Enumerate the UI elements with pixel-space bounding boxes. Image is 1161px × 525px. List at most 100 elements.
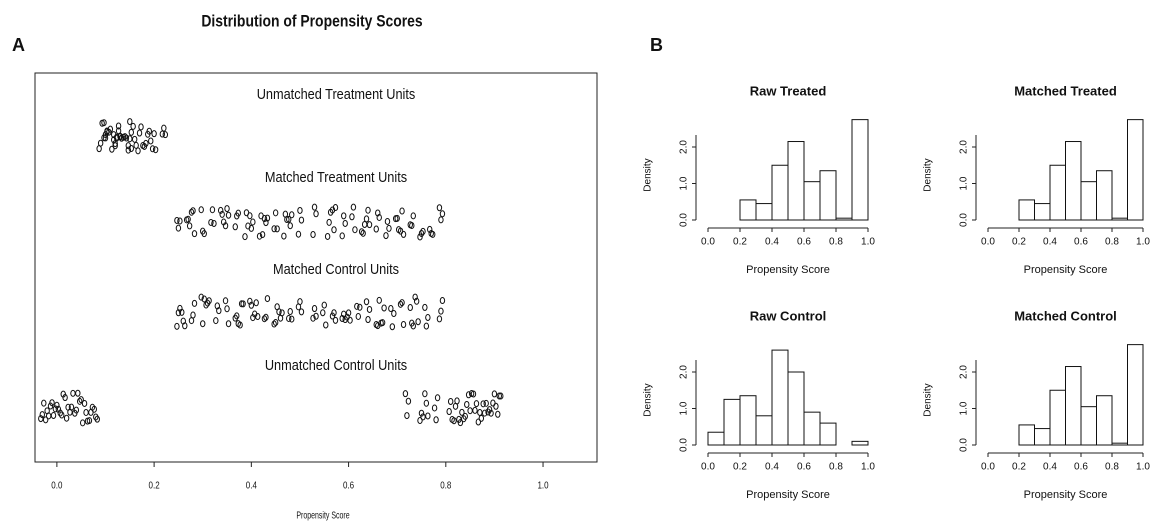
x-tick-label: 0.0 [51,480,62,491]
panel-label: B [650,35,663,55]
point [430,230,436,238]
point [70,389,76,397]
hist-bar [819,422,837,446]
point [79,419,86,427]
point [224,205,230,213]
point [297,206,303,214]
x-tick-label: 0.6 [343,480,354,491]
point [425,412,431,420]
x-tick-label: 0.6 [797,237,811,248]
point [52,405,59,413]
point [271,225,277,233]
hist-bar [707,431,725,446]
point [216,307,222,315]
y-tick-label: 2.0 [679,365,690,379]
point [472,406,478,414]
x-tick-label: 0.2 [149,480,160,491]
point [420,227,426,235]
point [339,232,345,240]
point [399,299,405,307]
point [131,135,138,143]
point [384,217,391,225]
point [321,301,327,309]
point [191,299,198,307]
x-tick-label: 0.6 [1074,237,1088,248]
point [97,139,104,147]
point [360,229,366,237]
point [240,300,246,308]
point [373,225,379,233]
point [264,295,271,303]
point [50,411,57,419]
hist-bar [1096,395,1113,446]
point [480,400,486,408]
point [298,308,305,316]
point [436,315,443,323]
point [425,313,431,321]
point [213,317,219,325]
point [200,320,206,328]
point [225,320,232,328]
point [190,311,196,319]
point [115,122,122,130]
point [263,313,269,321]
x-tick-label: 0.8 [1105,462,1119,473]
hist-bar [771,164,789,221]
point [436,204,443,212]
point [111,136,117,144]
x-tick-label: 0.2 [1012,462,1026,473]
point [311,305,318,313]
point [255,313,261,321]
point [483,399,489,407]
x-tick-label: 0.0 [701,237,715,248]
point [310,314,316,322]
point [281,232,287,240]
point [313,210,319,218]
point [363,215,370,223]
x-tick-label: 0.8 [829,237,843,248]
point [311,203,318,211]
point [57,409,63,417]
point [130,122,136,130]
group-label: Unmatched Control Units [265,356,407,373]
hist-bar [1127,344,1144,446]
point [259,231,266,239]
x-tick-label: 0.0 [981,237,995,248]
point [355,312,361,320]
point [410,212,416,220]
hist-bar [1065,141,1082,221]
x-tick-label: 0.8 [440,480,451,491]
point [400,230,407,238]
point [286,314,292,322]
hist-bar [1065,366,1082,446]
point [94,415,100,423]
point [418,229,425,237]
point [354,302,360,310]
point [206,297,212,305]
point [86,417,93,425]
point [451,417,457,425]
panel-label: A [12,35,25,55]
point [289,211,295,219]
hist-bar [1127,119,1144,221]
point [407,304,413,312]
point [331,226,337,234]
point [420,413,426,421]
point [298,216,305,224]
point [417,233,423,241]
point [62,394,68,402]
x-axis-label: Propensity Score [1024,264,1108,276]
point [349,213,355,221]
point [358,228,365,236]
y-axis-label: Density [923,158,934,191]
point [177,217,183,225]
point [211,219,217,227]
point [486,406,493,414]
point [363,298,370,306]
point [222,297,229,305]
point [433,416,439,424]
y-tick-label: 0.0 [959,213,970,227]
point [185,215,191,223]
point [151,130,157,138]
point [235,209,241,217]
